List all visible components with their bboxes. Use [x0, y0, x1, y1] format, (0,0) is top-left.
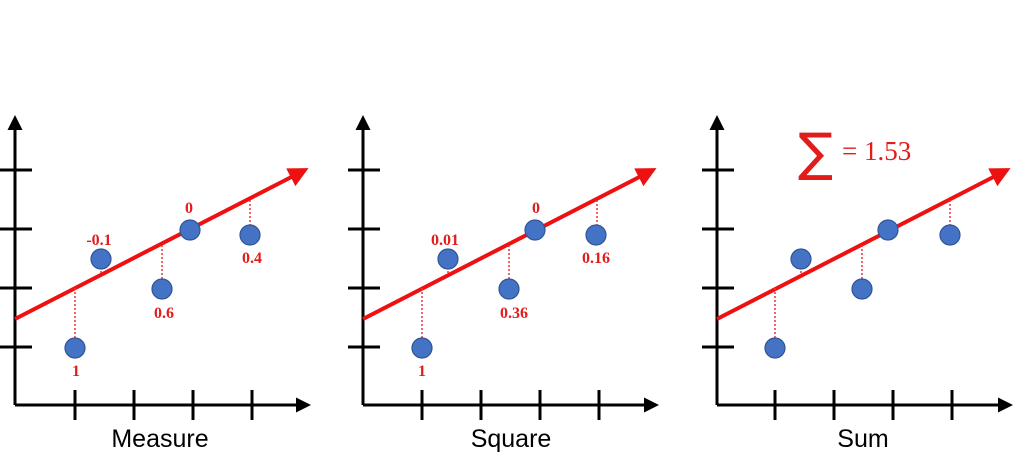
data-point	[498, 278, 520, 300]
data-point	[877, 219, 899, 241]
residual-label: 0	[532, 200, 540, 217]
data-point	[764, 337, 786, 359]
regression-line	[716, 168, 1011, 321]
data-point	[239, 224, 261, 246]
data-point	[90, 248, 112, 270]
panel-caption: Measure	[111, 425, 208, 453]
regression-line	[14, 168, 309, 321]
data-point	[179, 219, 201, 241]
sum-value: = 1.53	[842, 136, 911, 166]
residual-label: 1	[418, 363, 426, 380]
data-point	[411, 337, 433, 359]
residual-label: 0.01	[431, 232, 459, 249]
data-point	[151, 278, 173, 300]
regression-line	[362, 168, 657, 321]
data-point	[64, 337, 86, 359]
residual-label: 0.36	[500, 305, 528, 322]
residual-label: 1	[72, 363, 80, 380]
data-point	[524, 219, 546, 241]
residual-label: 0	[185, 200, 193, 217]
panel-caption: Sum	[837, 425, 888, 453]
residual-label: 0.16	[582, 250, 610, 267]
sigma-symbol: ∑	[798, 123, 833, 183]
data-point	[437, 248, 459, 270]
residual-label: -0.1	[86, 232, 111, 249]
residual-label: 0.4	[242, 250, 262, 267]
panel-sum: ∑ = 1.53 Sum	[702, 115, 1013, 453]
data-point	[585, 224, 607, 246]
panel-square: 1 0.01 0.36 0 0.16 Square	[348, 115, 659, 453]
panel-measure: 1 -0.1 0.6 0 0.4 Measure	[0, 115, 311, 453]
data-point	[790, 248, 812, 270]
residual-label: 0.6	[154, 305, 174, 322]
panel-caption: Square	[471, 425, 552, 453]
data-point	[851, 278, 873, 300]
data-point	[939, 224, 961, 246]
